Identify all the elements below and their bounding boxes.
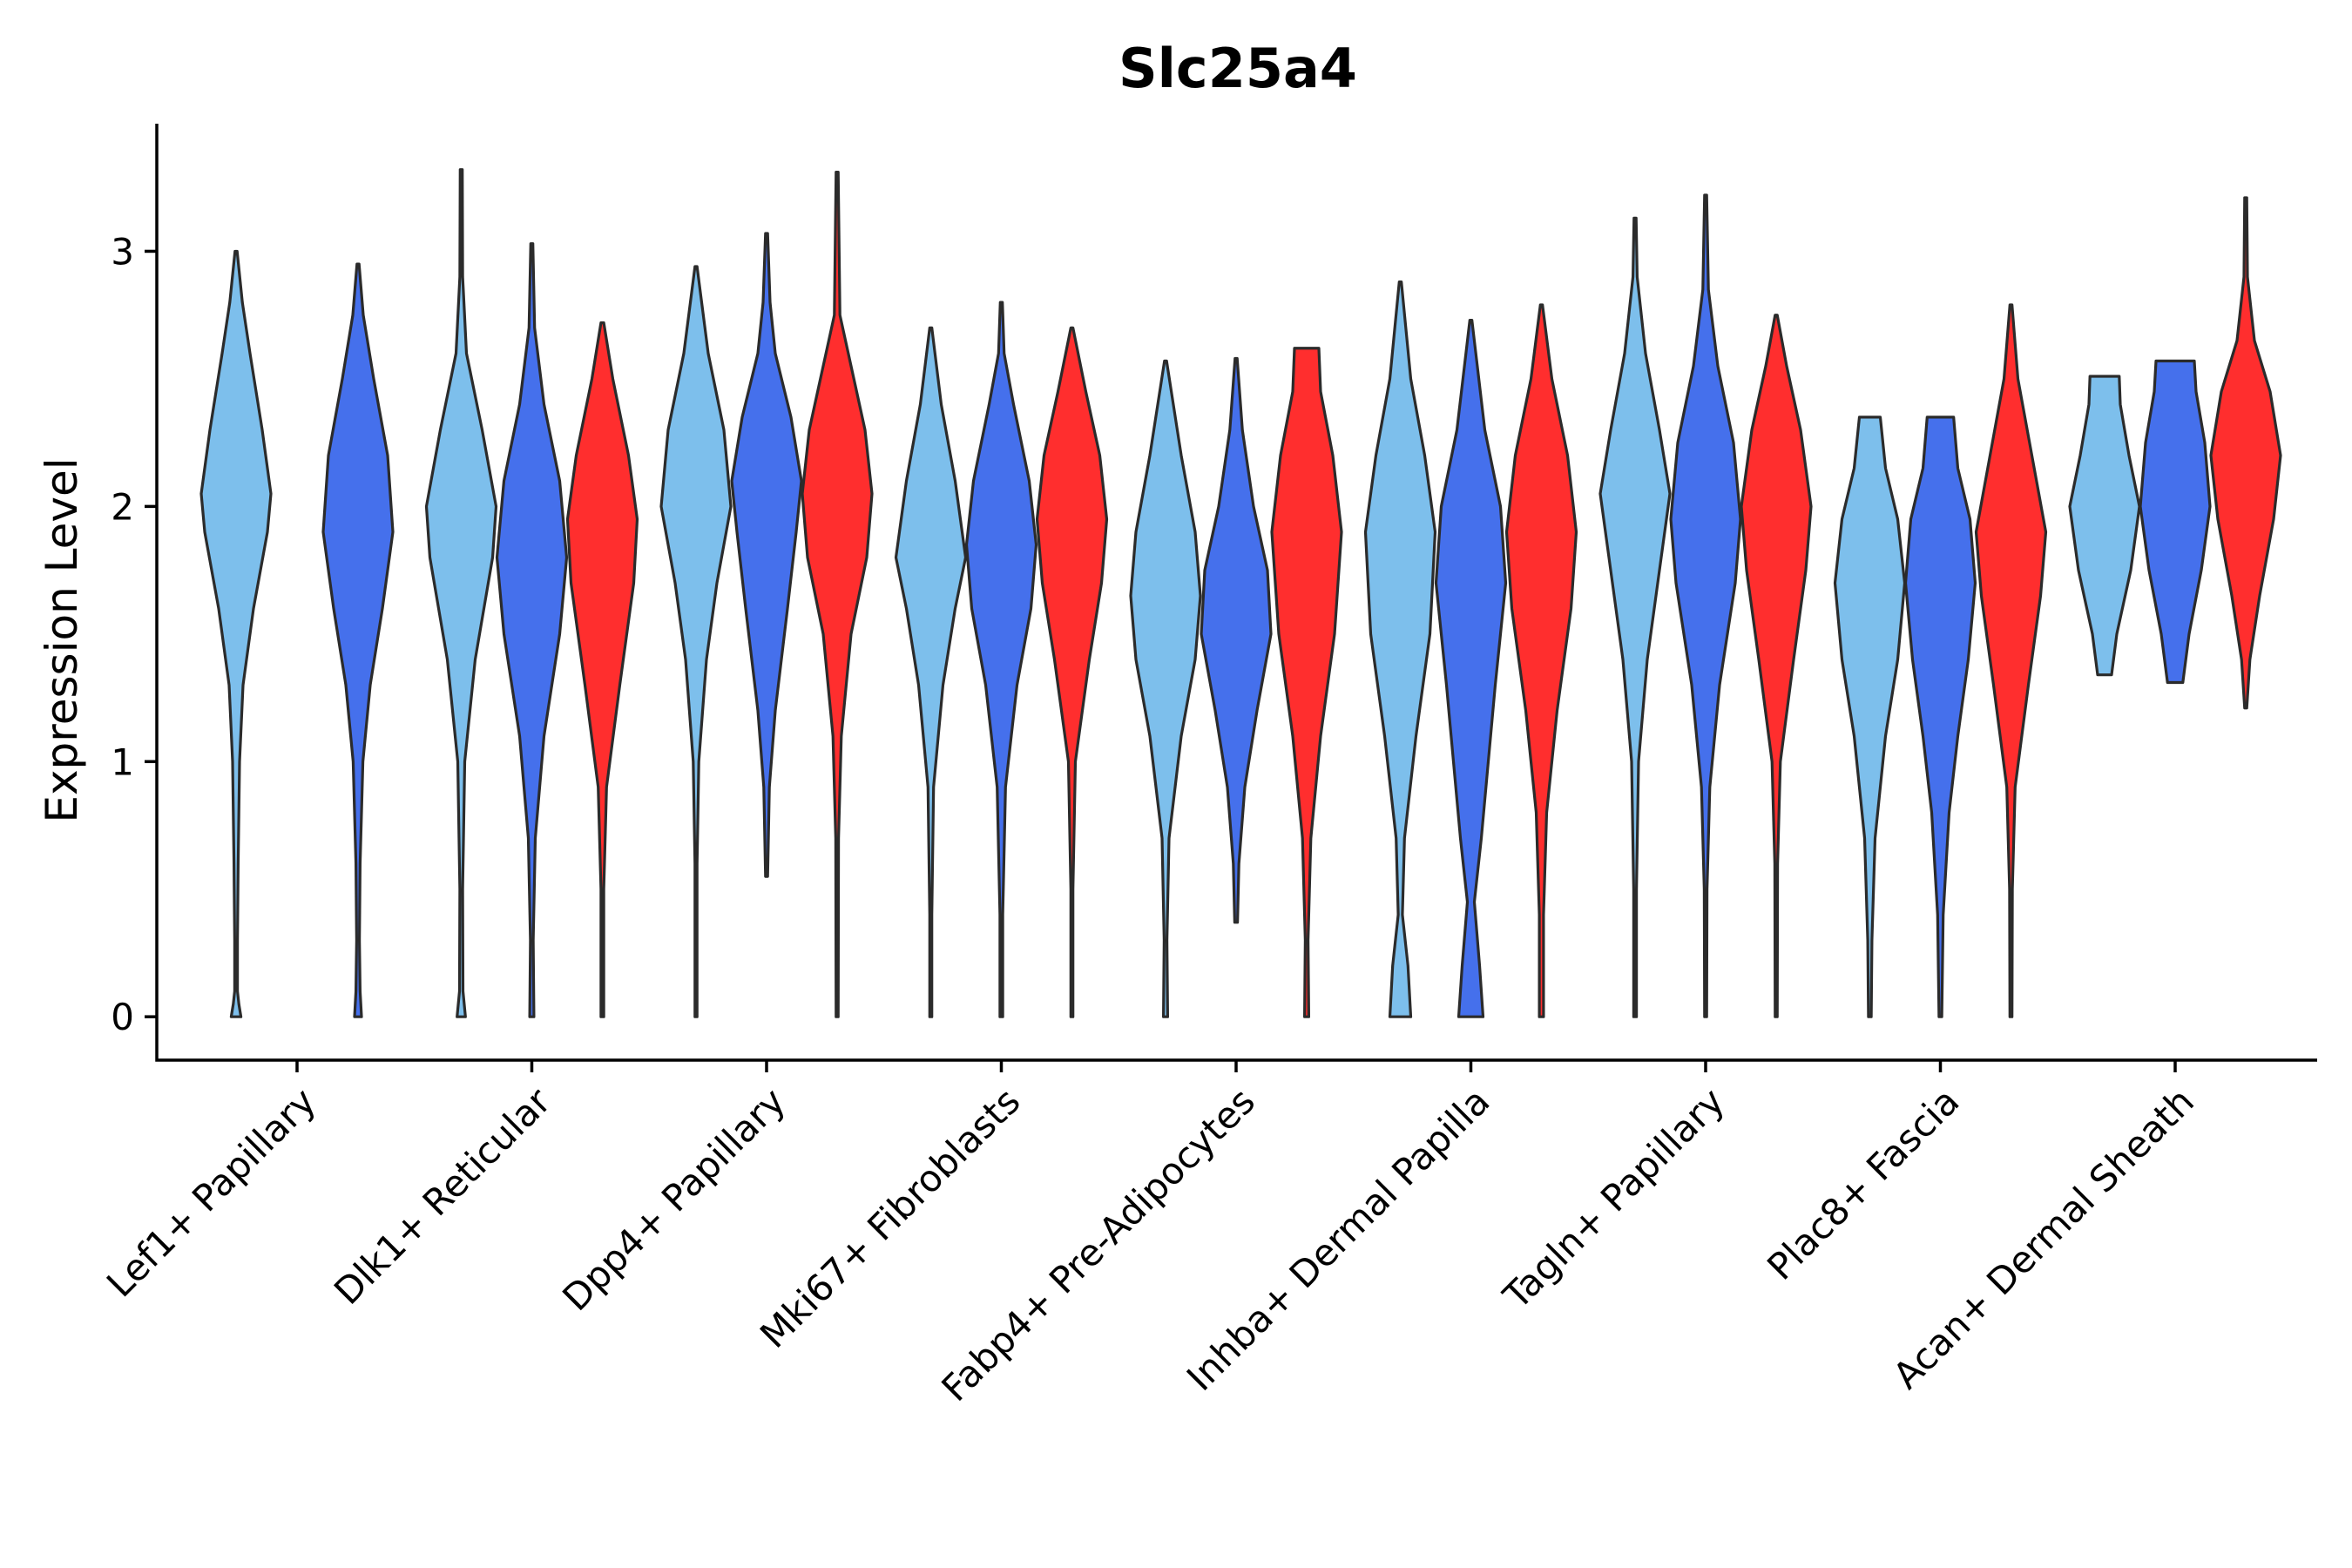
- x-tick-label-lef1-papillary: Lef1+ Papillary: [98, 1079, 324, 1305]
- violin-mki67-fibroblasts-3: [1035, 326, 1109, 1018]
- x-tick-label-tagln-papillary: Tagln+ Papillary: [1495, 1079, 1733, 1317]
- violin-inhba-dermal-papilla-1: [1363, 280, 1437, 1018]
- violin-mki67-fibroblasts-2: [964, 301, 1038, 1018]
- violin-acan-dermal-sheath-3: [2209, 196, 2282, 710]
- violin-acan-dermal-sheath-1: [2068, 375, 2141, 677]
- violin-dlk1-reticular-1: [424, 168, 498, 1018]
- chart-title: Slc25a4: [1119, 37, 1357, 100]
- violin-lef1-papillary-1: [199, 249, 273, 1018]
- y-tick-label: 1: [111, 740, 134, 783]
- x-tick-label-dlk1-reticular: Dlk1+ Reticular: [326, 1079, 559, 1313]
- y-tick-label: 2: [111, 485, 134, 528]
- violin-plac8-fascia-2: [1903, 416, 1977, 1018]
- violin-tagln-papillary-2: [1669, 193, 1742, 1018]
- violin-plac8-fascia-3: [1974, 303, 2048, 1018]
- violin-plac8-fascia-1: [1833, 416, 1907, 1018]
- y-tick-label: 0: [111, 996, 134, 1038]
- violin-tagln-papillary-3: [1740, 314, 1813, 1018]
- y-tick-label: 3: [111, 230, 134, 273]
- violin-mki67-fibroblasts-1: [894, 326, 968, 1018]
- x-tick-label-mki67-fibroblasts: Mki67+ Fibroblasts: [752, 1079, 1028, 1355]
- violin-acan-dermal-sheath-2: [2139, 359, 2212, 685]
- violin-inhba-dermal-papilla-2: [1434, 318, 1508, 1018]
- violin-tagln-papillary-1: [1598, 216, 1672, 1018]
- violin-dpp4-papillary-1: [659, 265, 733, 1018]
- y-axis-label: Expression Level: [37, 457, 87, 822]
- violin-fabp4-pre-adipocytes-1: [1129, 359, 1202, 1018]
- violins-group: [199, 168, 2282, 1018]
- violin-fabp4-pre-adipocytes-3: [1270, 347, 1343, 1018]
- violin-dpp4-papillary-3: [801, 171, 874, 1018]
- x-tick-label-plac8-fascia: Plac8+ Fascia: [1759, 1079, 1967, 1288]
- axis-lines: [155, 124, 2317, 1062]
- violin-inhba-dermal-papilla-3: [1504, 303, 1578, 1018]
- violin-lef1-papillary-2: [321, 262, 395, 1018]
- violin-fabp4-pre-adipocytes-2: [1200, 356, 1273, 924]
- y-ticks: 0 1 2 3: [111, 230, 157, 1038]
- violin-dlk1-reticular-3: [565, 321, 639, 1018]
- violin-dpp4-papillary-2: [730, 232, 803, 878]
- violin-dlk1-reticular-2: [495, 242, 569, 1018]
- x-tick-label-dpp4-papillary: Dpp4+ Papillary: [554, 1079, 794, 1319]
